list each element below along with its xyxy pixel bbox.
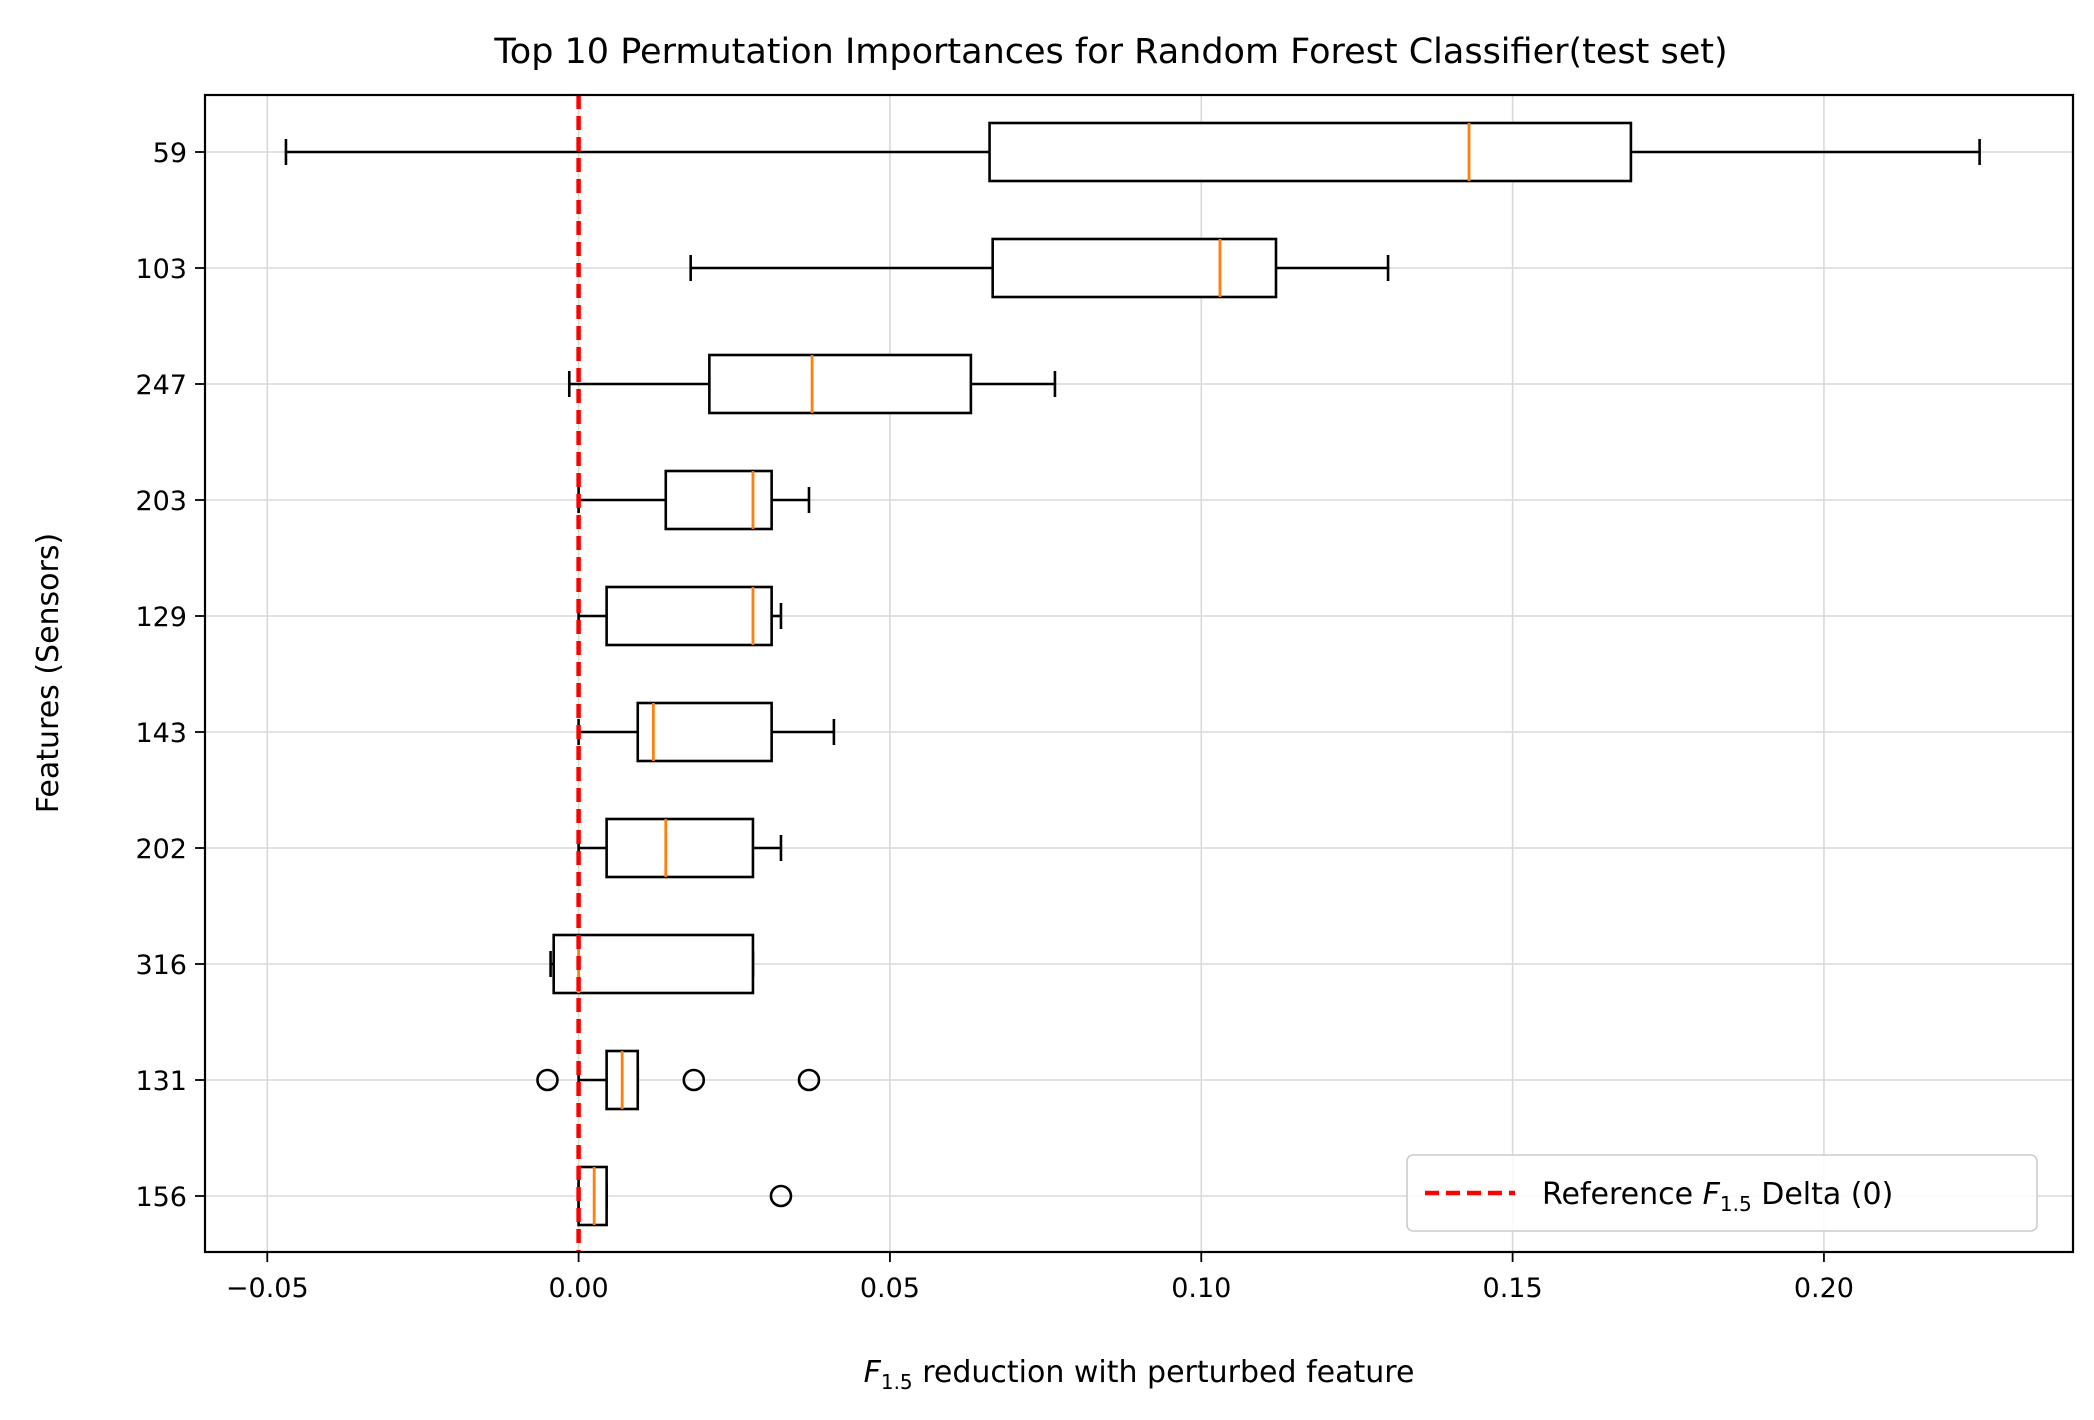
x-axis-ticks: −0.05 0.00 0.05 0.10 0.15 0.20: [226, 1252, 1854, 1304]
outlier-point: [797, 1068, 821, 1092]
outlier-point: [682, 1068, 706, 1092]
iqr-box: [708, 353, 973, 415]
iqr-box: [552, 933, 755, 995]
y-tick-label: 129: [135, 602, 187, 633]
box-103: [689, 237, 1390, 299]
y-tick-label: 156: [135, 1182, 187, 1213]
x-tick-label: 0.15: [1483, 1273, 1543, 1304]
legend-entry-label: Reference F1.5 Delta (0): [1542, 1177, 1893, 1216]
y-tick-label: 131: [135, 1066, 187, 1097]
iqr-box: [988, 121, 1633, 183]
iqr-box: [664, 469, 773, 531]
iqr-box: [605, 817, 755, 879]
y-tick-label: 143: [135, 718, 187, 749]
y-axis-ticks: 59 103 247 203 129 143 202 316 131 156: [135, 138, 205, 1213]
y-tick-label: 316: [135, 950, 187, 981]
y-tick-label: 59: [153, 138, 187, 169]
legend-frame: [1406, 1154, 2038, 1232]
box-202: [577, 817, 783, 879]
box-59: [284, 121, 1981, 183]
box-316: [549, 933, 755, 995]
chart-title: Top 10 Permutation Importances for Rando…: [493, 32, 1727, 72]
box-156: [577, 1165, 793, 1227]
iqr-box: [636, 701, 773, 763]
legend: Reference F1.5 Delta (0): [1406, 1154, 2038, 1232]
grid-layer: [205, 95, 2073, 1252]
x-tick-label: 0.20: [1794, 1273, 1854, 1304]
boxes-layer: [284, 121, 1981, 1227]
y-tick-label: 103: [135, 254, 187, 285]
iqr-box: [991, 237, 1278, 299]
box-129: [577, 585, 783, 647]
box-203: [577, 469, 811, 531]
outlier-point: [769, 1184, 793, 1208]
iqr-box: [577, 1165, 608, 1227]
iqr-box: [605, 585, 773, 647]
y-axis-label: Features (Sensors): [31, 533, 66, 813]
plot-frame: [203, 93, 2075, 1254]
x-tick-label: 0.05: [860, 1273, 920, 1304]
y-tick-label: 202: [135, 834, 187, 865]
box-143: [577, 701, 836, 763]
y-tick-label: 203: [135, 486, 187, 517]
x-tick-label: −0.05: [226, 1273, 309, 1304]
box-131: [536, 1049, 821, 1111]
outlier-point: [536, 1068, 559, 1092]
y-tick-label: 247: [135, 370, 187, 401]
box-247: [567, 353, 1057, 415]
x-tick-label: 0.00: [549, 1273, 609, 1304]
x-tick-label: 0.10: [1171, 1273, 1231, 1304]
x-axis-label: F1.5 reduction with perturbed feature: [864, 1355, 1415, 1394]
